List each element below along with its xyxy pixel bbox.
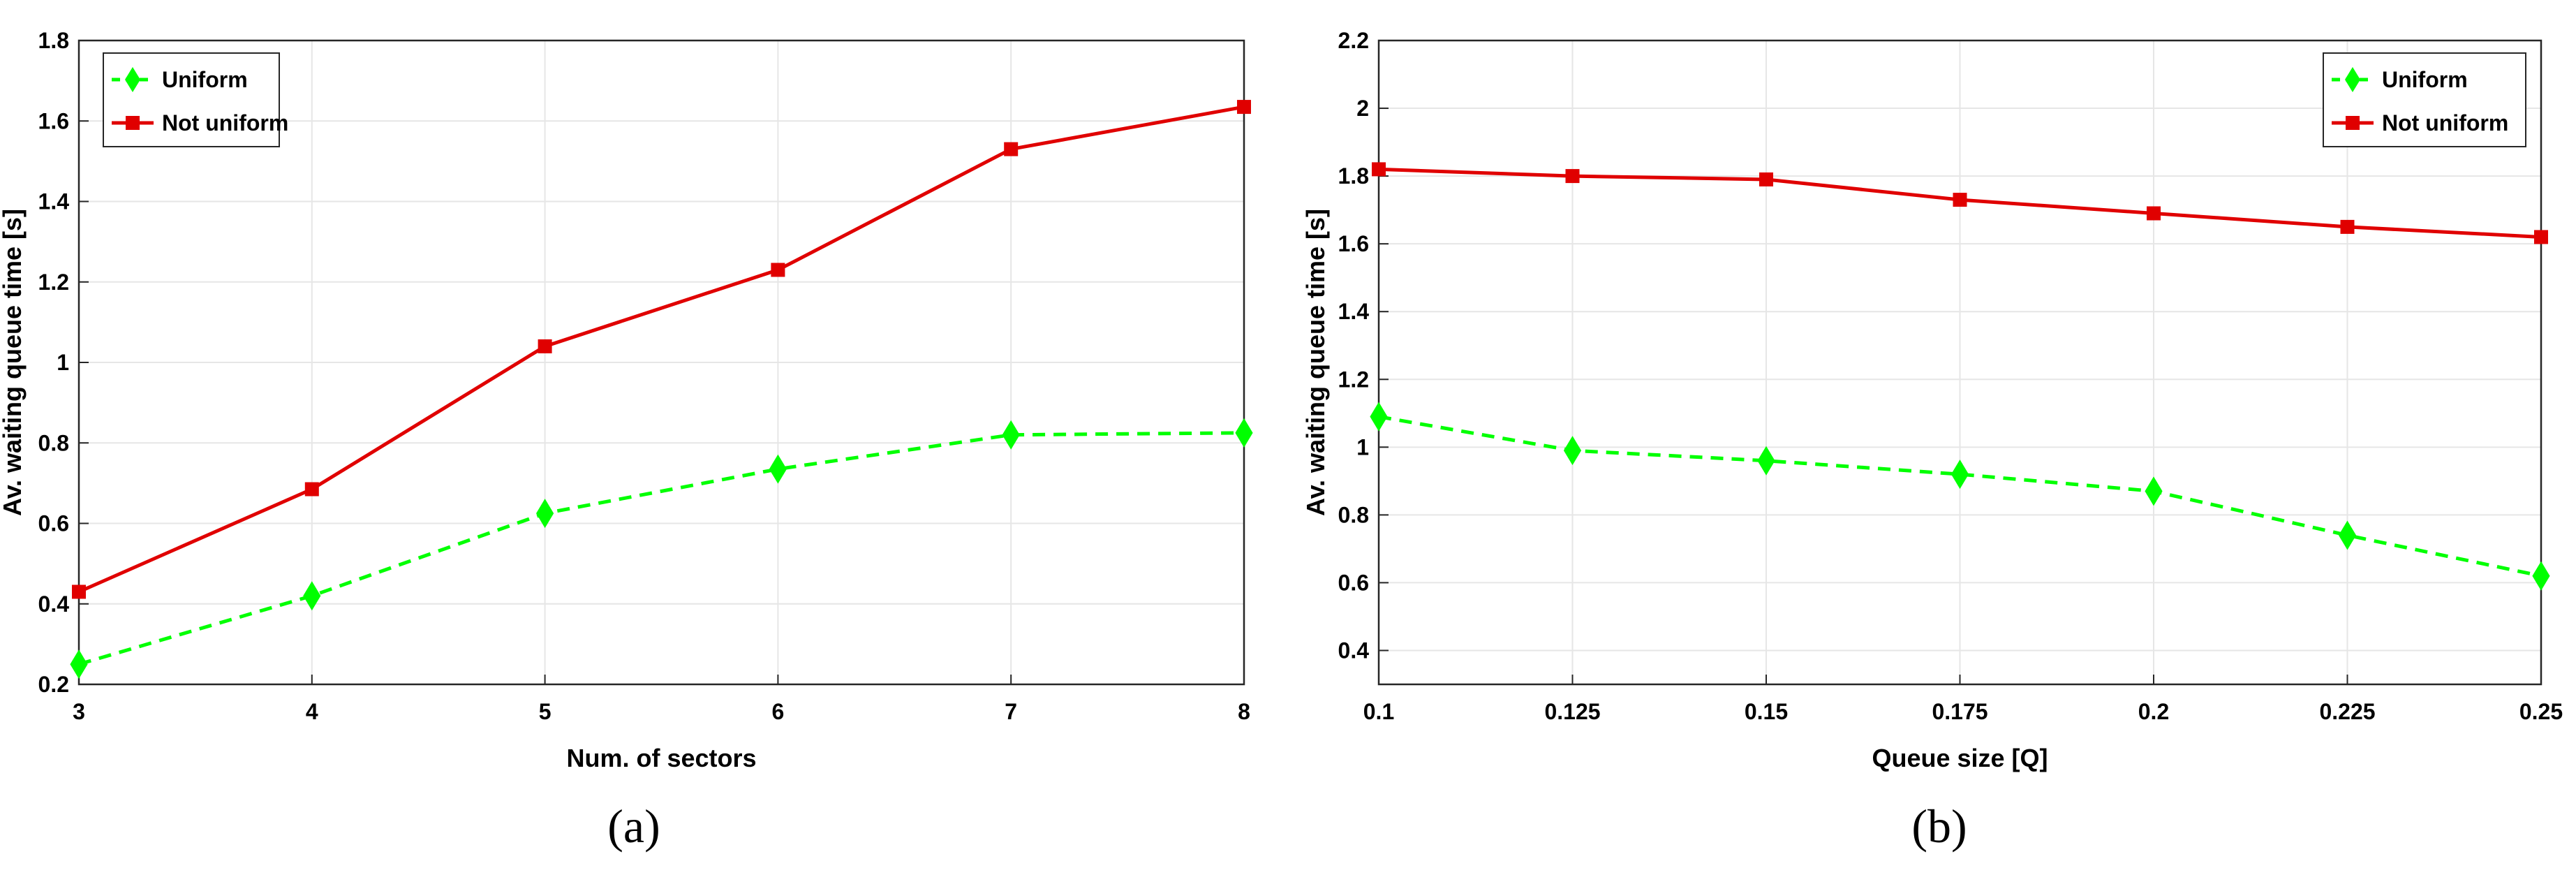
data-point-square	[2147, 206, 2161, 221]
legend: Uniform Not uniform	[2323, 52, 2526, 147]
x-axis-label: Num. of sectors	[566, 744, 756, 772]
y-tick-label: 1.2	[1338, 367, 1369, 392]
y-tick-label: 0.4	[1338, 638, 1370, 663]
x-tick-label: 5	[539, 699, 552, 724]
series-line	[78, 431, 1245, 666]
data-point-diamond	[70, 649, 88, 679]
y-tick-label: 2	[1356, 96, 1369, 121]
data-point-square	[1565, 169, 1580, 184]
y-tick-label: 0.8	[1338, 502, 1369, 527]
legend-label: Uniform	[2382, 67, 2468, 92]
x-tick-label: 3	[73, 699, 85, 724]
x-axis-label: Queue size [Q]	[1872, 744, 2048, 772]
chart-panel-a: 3 4 5 6 7 8 0.2 0.4 0.6 0.8 1 1.2 1.4 1.6 1.8 Num. of s…	[0, 28, 1253, 853]
y-tick-label: 1.6	[1338, 231, 1369, 256]
legend-box	[2323, 52, 2526, 147]
y-tick-label: 1.2	[38, 270, 69, 295]
legend-label: Not uniform	[2382, 110, 2508, 135]
y-tick-label: 1.6	[38, 108, 69, 133]
panel-label: (a)	[607, 800, 660, 853]
y-axis-label: Av. waiting queue time [s]	[1301, 209, 1330, 516]
data-point-diamond	[536, 499, 554, 529]
legend-marker-square	[126, 116, 140, 130]
y-tick-label: 0.6	[38, 511, 69, 536]
data-point-diamond	[1950, 459, 1969, 490]
data-point-diamond	[2338, 520, 2357, 550]
x-tick-label: 0.25	[2519, 699, 2563, 724]
series-not-uniform	[72, 100, 1251, 599]
legend-label: Not uniform	[162, 110, 288, 135]
data-point-square	[1237, 100, 1251, 115]
x-tick-label: 0.225	[2319, 699, 2375, 724]
data-point-square	[304, 482, 319, 497]
y-tick-label: 1.8	[1338, 163, 1369, 189]
legend-marker-diamond	[2345, 67, 2360, 92]
data-point-square	[771, 263, 785, 277]
y-tick-label: 1	[1356, 434, 1369, 459]
y-tick-label: 1.4	[38, 189, 70, 214]
data-point-square	[1759, 172, 1773, 186]
data-point-diamond	[2532, 561, 2550, 591]
x-tick-label: 7	[1005, 699, 1017, 724]
y-tick-label: 0.8	[38, 430, 69, 455]
data-point-square	[72, 584, 86, 599]
y-tick-label: 1.8	[38, 28, 69, 53]
data-point-square	[1372, 162, 1386, 177]
data-point-diamond	[1757, 446, 1775, 476]
legend-marker-square	[2346, 116, 2360, 130]
x-tick-label: 0.125	[1544, 699, 1600, 724]
y-tick-label: 1	[57, 350, 69, 375]
data-point-square	[1004, 142, 1019, 156]
series-not-uniform	[1372, 162, 2548, 244]
series-line	[77, 105, 1245, 594]
series-uniform	[70, 418, 1253, 679]
y-tick-label: 0.4	[38, 591, 70, 617]
x-tick-label: 6	[772, 699, 785, 724]
chart-panel-b: 0.1 0.125 0.15 0.175 0.2 0.225 0.25 0.4 0.6 0.8 1 1…	[1301, 28, 2563, 853]
data-point-diamond	[1235, 418, 1253, 448]
y-tick-label: 0.2	[38, 672, 69, 697]
x-tick-label: 4	[306, 699, 318, 724]
x-tick-label: 0.15	[1745, 699, 1788, 724]
x-tick-label: 0.175	[1932, 699, 1987, 724]
data-point-square	[2534, 230, 2548, 244]
data-point-diamond	[303, 581, 321, 611]
legend-label: Uniform	[162, 67, 248, 92]
y-tick-label: 0.6	[1338, 570, 1369, 595]
data-point-diamond	[1002, 420, 1020, 450]
data-point-square	[538, 339, 552, 353]
legend: Uniform Not uniform	[103, 52, 288, 147]
y-tick-label: 2.2	[1338, 28, 1369, 53]
data-point-diamond	[769, 454, 787, 484]
y-axis-label: Av. waiting queue time [s]	[0, 209, 27, 516]
data-point-diamond	[1370, 402, 1388, 432]
y-tick-label: 1.4	[1338, 299, 1370, 324]
x-tick-label: 0.2	[2138, 699, 2169, 724]
x-tick-label: 0.1	[1363, 699, 1394, 724]
panel-label: (b)	[1911, 800, 1967, 853]
x-tick-label: 8	[1238, 699, 1250, 724]
series-uniform	[1370, 402, 2550, 591]
legend-marker-diamond	[125, 67, 140, 92]
data-point-diamond	[1563, 436, 1582, 466]
data-point-square	[2340, 219, 2355, 234]
data-point-diamond	[2145, 476, 2163, 506]
data-point-square	[1953, 193, 1967, 207]
